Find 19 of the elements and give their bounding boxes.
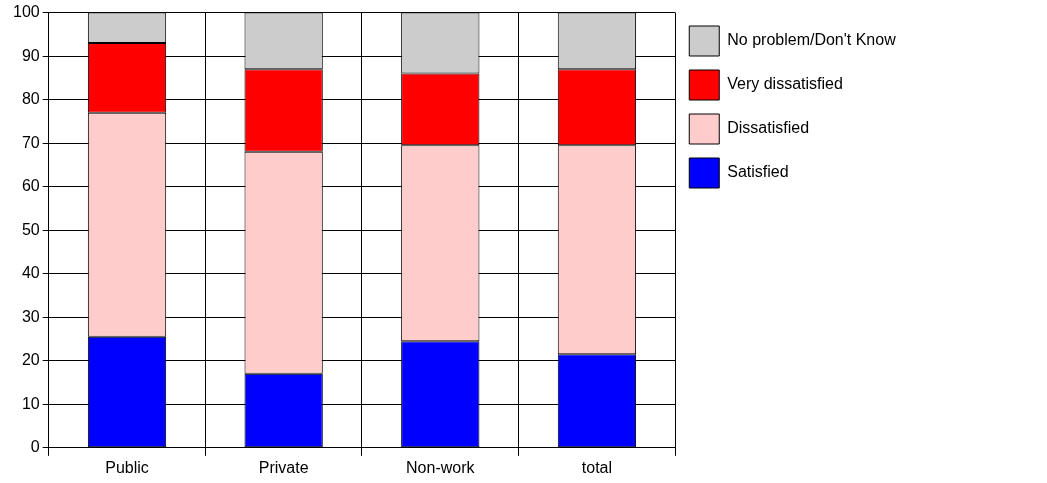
y-tick-label: 10 xyxy=(21,394,40,412)
x-tick-label: Private xyxy=(258,458,309,476)
x-tick-label: Non-work xyxy=(406,458,476,476)
y-tick-label: 30 xyxy=(21,307,40,325)
legend-label: Satisfied xyxy=(727,163,789,181)
y-tick-label: 40 xyxy=(21,264,40,282)
y-tick-label: 80 xyxy=(21,90,40,108)
y-tick-label: 70 xyxy=(21,133,40,151)
y-tick-label: 100 xyxy=(12,3,40,21)
legend-label: No problem/Don't Know xyxy=(727,31,897,49)
y-tick-label: 20 xyxy=(21,351,40,369)
legend-label: Dissatisfied xyxy=(727,119,810,137)
y-tick-label: 60 xyxy=(21,177,40,195)
y-tick-label: 50 xyxy=(21,220,40,238)
y-tick-label: 90 xyxy=(21,46,40,64)
legend-label: Very dissatisfied xyxy=(727,75,843,93)
y-tick-label: 0 xyxy=(30,438,40,456)
x-tick-label: Public xyxy=(105,458,149,476)
x-tick-label: total xyxy=(581,458,613,476)
